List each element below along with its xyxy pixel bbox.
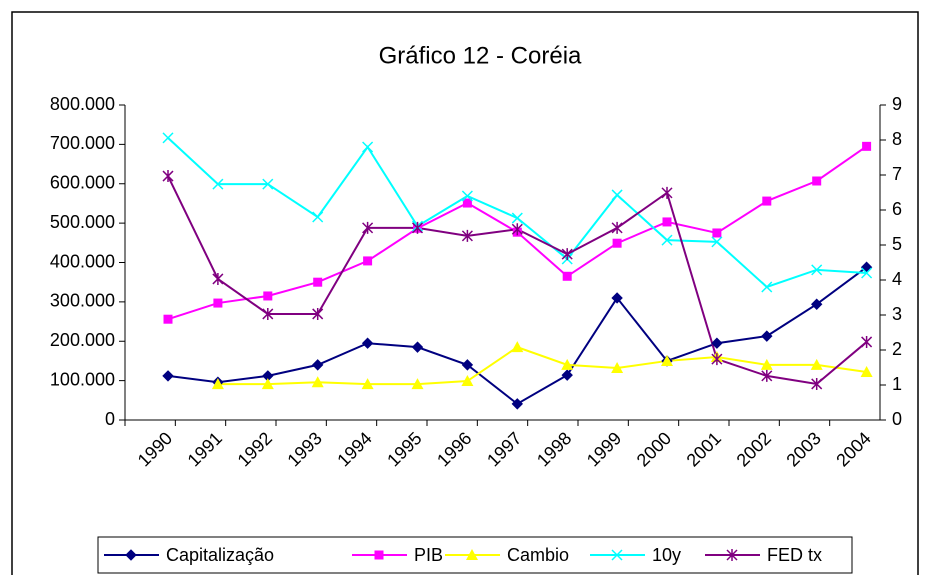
marker: [162, 132, 174, 144]
marker: [811, 377, 823, 390]
y2-tick-label: 8: [892, 129, 902, 149]
marker: [561, 369, 573, 381]
marker: [861, 267, 873, 279]
marker: [162, 170, 174, 183]
marker: [810, 358, 823, 370]
marker: [411, 221, 424, 234]
marker: [612, 238, 622, 248]
marker: [211, 378, 224, 390]
marker: [312, 307, 324, 320]
marker: [466, 549, 478, 560]
y2-tick-label: 4: [892, 269, 902, 289]
y2-tick-label: 7: [892, 164, 902, 184]
y-tick-label: 0: [105, 409, 115, 429]
marker: [562, 271, 572, 281]
marker: [511, 398, 524, 410]
marker: [461, 190, 473, 202]
marker: [312, 211, 324, 223]
marker: [611, 549, 623, 561]
y-tick-label: 400.000: [50, 251, 115, 271]
marker: [313, 277, 323, 287]
y2-tick-label: 3: [892, 304, 902, 324]
legend-label: FED tx: [767, 545, 822, 565]
marker: [711, 236, 723, 248]
marker: [311, 376, 324, 388]
y-tick-label: 100.000: [50, 369, 115, 389]
marker: [711, 353, 723, 366]
y-tick-label: 700.000: [50, 133, 115, 153]
marker: [262, 307, 274, 320]
marker: [511, 223, 523, 236]
legend-label: PIB: [414, 545, 443, 565]
marker: [561, 248, 573, 261]
marker: [511, 212, 523, 224]
marker: [162, 370, 174, 382]
marker: [661, 354, 673, 366]
marker: [213, 298, 223, 308]
marker: [812, 176, 822, 186]
series-line: [217, 346, 867, 386]
marker: [511, 341, 524, 353]
y2-tick-label: 6: [892, 199, 902, 219]
marker: [261, 378, 274, 390]
legend-label: Cambio: [507, 545, 569, 565]
marker: [611, 189, 623, 201]
marker: [411, 341, 424, 353]
marker: [661, 186, 673, 199]
marker: [362, 141, 374, 153]
y2-tick-label: 1: [892, 374, 902, 394]
y-tick-label: 800.000: [50, 94, 115, 114]
marker: [860, 365, 873, 377]
marker: [163, 314, 173, 324]
marker: [761, 281, 773, 293]
marker: [125, 549, 137, 561]
marker: [726, 549, 738, 561]
marker: [810, 298, 823, 310]
legend-label: 10y: [652, 545, 681, 565]
marker: [861, 335, 873, 348]
marker: [361, 337, 374, 349]
marker: [212, 272, 224, 285]
marker: [212, 178, 224, 190]
y2-tick-label: 0: [892, 409, 902, 429]
marker: [374, 550, 384, 560]
marker: [462, 198, 472, 208]
chart-border: [11, 11, 919, 580]
marker: [761, 330, 773, 342]
marker: [262, 178, 274, 190]
marker: [362, 221, 374, 234]
chart-title: Gráfico 12 - Coréia: [379, 42, 582, 69]
marker: [811, 264, 823, 276]
y-tick-label: 600.000: [50, 173, 115, 193]
marker: [711, 337, 723, 349]
marker: [611, 221, 623, 234]
marker: [661, 234, 673, 246]
y2-tick-label: 5: [892, 234, 902, 254]
marker: [561, 358, 574, 370]
marker: [662, 217, 672, 227]
marker: [411, 378, 424, 390]
marker: [761, 369, 773, 382]
marker: [611, 292, 623, 304]
marker: [712, 228, 722, 238]
y-tick-label: 300.000: [50, 291, 115, 311]
y2-tick-label: 2: [892, 339, 902, 359]
y-tick-label: 200.000: [50, 330, 115, 350]
marker: [760, 358, 773, 370]
marker: [862, 141, 872, 151]
marker: [363, 256, 373, 266]
y2-tick-label: 9: [892, 94, 902, 114]
marker: [361, 378, 374, 390]
marker: [311, 359, 324, 371]
marker: [263, 291, 273, 301]
marker: [611, 362, 624, 374]
marker: [762, 196, 772, 206]
marker: [461, 359, 474, 371]
y-tick-label: 500.000: [50, 212, 115, 232]
marker: [461, 229, 473, 242]
legend-label: Capitalização: [166, 545, 274, 565]
marker: [461, 375, 474, 387]
